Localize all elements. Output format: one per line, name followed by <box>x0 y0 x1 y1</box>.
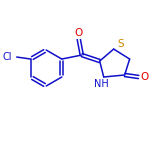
Text: NH: NH <box>94 79 109 89</box>
Text: S: S <box>118 39 124 49</box>
Text: Cl: Cl <box>2 52 12 62</box>
Text: O: O <box>140 72 149 82</box>
Text: O: O <box>75 28 83 38</box>
